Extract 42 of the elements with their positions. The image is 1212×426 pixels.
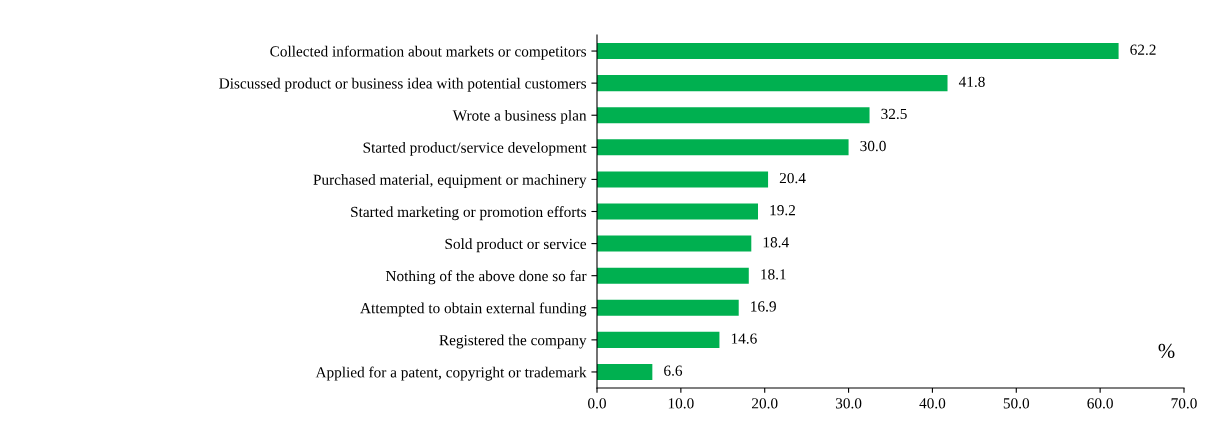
bar bbox=[597, 171, 769, 188]
data-label: 41.8 bbox=[958, 76, 985, 88]
y-tick-label: Collected information about markets or competitors bbox=[270, 45, 587, 60]
data-label: 18.4 bbox=[763, 237, 789, 248]
x-tick-label: 30.0 bbox=[835, 398, 862, 409]
y-tick-label: Attempted to obtain external funding bbox=[360, 302, 587, 317]
bar bbox=[597, 75, 948, 92]
bar bbox=[597, 299, 739, 316]
annotation: % bbox=[1158, 343, 1175, 358]
y-tick-label: Sold product or service bbox=[445, 238, 587, 253]
y-tick-label: Registered the company bbox=[439, 334, 587, 349]
bar bbox=[597, 107, 870, 124]
x-tick-label: 50.0 bbox=[1003, 398, 1030, 409]
y-tick-label: Started product/service development bbox=[363, 142, 587, 156]
x-tick-label: 40.0 bbox=[919, 398, 946, 409]
y-tick-label: Discussed product or business idea with potential customers bbox=[219, 77, 587, 92]
y-tick-label: Applied for a patent, copyright or trademark bbox=[315, 366, 587, 381]
bar bbox=[597, 235, 752, 252]
bar bbox=[597, 203, 759, 220]
bar bbox=[597, 43, 1119, 60]
data-label: 30.0 bbox=[860, 140, 886, 152]
y-tick-label: Wrote a business plan bbox=[452, 109, 587, 124]
y-tick-label: Started marketing or promotion efforts bbox=[351, 206, 587, 221]
y-tick-label: Nothing of the above done so far bbox=[385, 270, 587, 285]
data-label: 20.4 bbox=[779, 172, 806, 184]
x-tick-label: 0.0 bbox=[588, 398, 606, 409]
data-label: 19.2 bbox=[770, 205, 796, 216]
data-label: 32.5 bbox=[881, 108, 907, 120]
bar bbox=[597, 139, 849, 156]
x-tick-label: 60.0 bbox=[1087, 398, 1113, 409]
data-label: 6.6 bbox=[664, 365, 683, 376]
x-tick-label: 70.0 bbox=[1171, 398, 1197, 409]
data-label: 62.2 bbox=[1130, 44, 1156, 55]
data-label: 18.1 bbox=[761, 269, 786, 280]
data-label: 16.9 bbox=[751, 301, 776, 312]
x-tick-label: 10.0 bbox=[668, 398, 694, 409]
data-label: 14.6 bbox=[731, 333, 757, 344]
y-tick-label: Purchased material, equipment or machinery bbox=[313, 174, 587, 189]
bar bbox=[597, 331, 720, 348]
bar bbox=[597, 267, 749, 284]
x-tick-label: 20.0 bbox=[752, 398, 778, 409]
bar bbox=[597, 363, 653, 380]
